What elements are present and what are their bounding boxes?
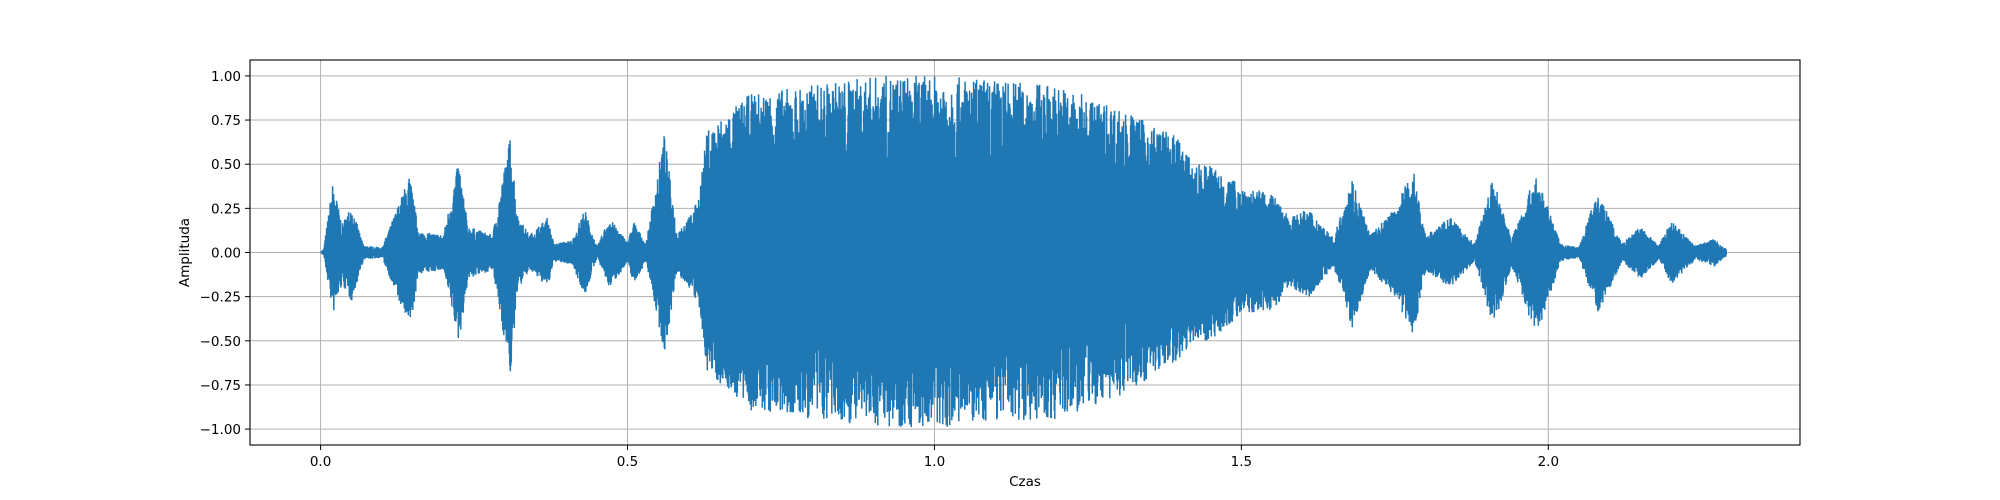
x-tick-label: 0.5 xyxy=(617,454,638,470)
y-tick-label: 0.25 xyxy=(211,201,241,217)
signal-series xyxy=(320,76,1728,428)
x-axis-label: Czas xyxy=(1009,474,1041,490)
y-tick-label: 0.75 xyxy=(211,113,241,129)
y-tick-label: −1.00 xyxy=(200,422,241,438)
y-tick-label: 0.50 xyxy=(211,157,241,173)
x-tick-label: 1.0 xyxy=(924,454,945,470)
signal-line xyxy=(320,76,1728,428)
x-tick-label: 2.0 xyxy=(1538,454,1559,470)
y-tick-label: −0.75 xyxy=(200,378,241,394)
y-tick-label: 1.00 xyxy=(211,69,241,85)
y-axis: 1.00 0.75 0.50 0.25 0.00 −0.25 −0.50 −0.75 −1.00 xyxy=(200,69,250,438)
x-tick-label: 0.0 xyxy=(310,454,331,470)
x-axis: 0.0 0.5 1.0 1.5 2.0 xyxy=(310,445,1559,470)
y-tick-label: −0.25 xyxy=(200,290,241,306)
y-tick-label: 0.00 xyxy=(211,246,241,262)
y-axis-label: Amplituda xyxy=(177,218,193,287)
y-tick-label: −0.50 xyxy=(200,334,241,350)
x-tick-label: 1.5 xyxy=(1231,454,1252,470)
